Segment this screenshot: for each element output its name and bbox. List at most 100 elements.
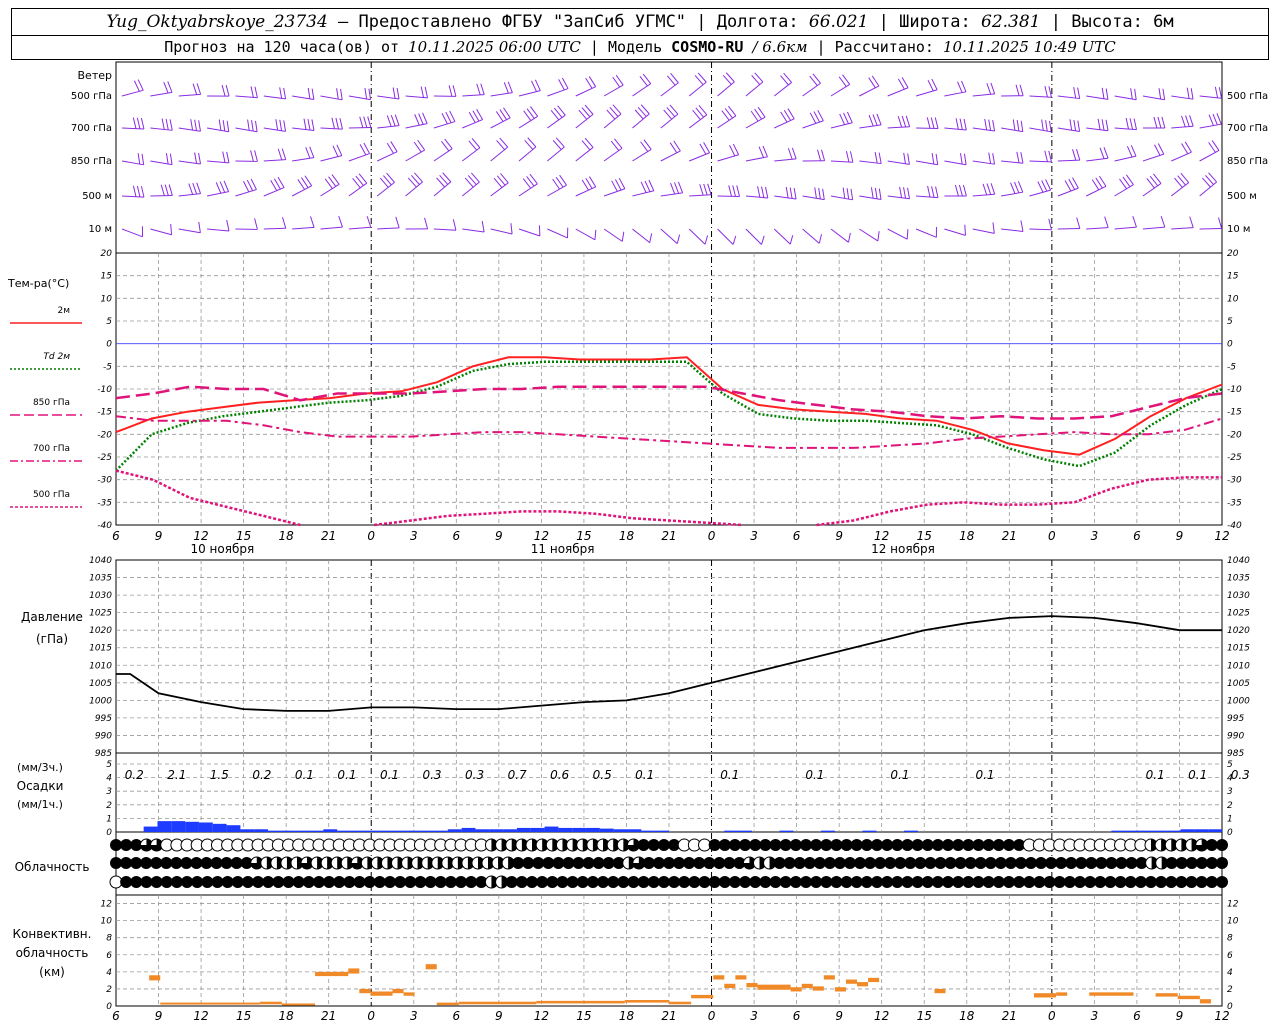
wind-barb-feather — [954, 184, 959, 197]
wind-barb-feather — [1205, 175, 1214, 185]
cloud-circle-full — [647, 839, 660, 851]
precip-bar — [406, 830, 421, 832]
wind-level-label-right: 500 гПа — [1227, 91, 1268, 102]
cloud-circle-full — [668, 839, 681, 851]
conv-cloud-bar — [436, 1002, 459, 1006]
wind-level-label-right: 850 гПа — [1227, 156, 1268, 167]
precip-3h-label: 0.1 — [295, 768, 314, 782]
wind-barb-shaft — [688, 228, 706, 245]
wind-barb-feather — [1105, 88, 1109, 100]
bottom-xtick-label: 18 — [279, 1009, 295, 1023]
wind-barb-feather — [281, 148, 287, 160]
precip-bar — [268, 830, 282, 832]
wind-barb-shaft — [944, 228, 966, 236]
wind-barb-feather — [962, 184, 967, 197]
wind-barb-shaft — [150, 228, 172, 236]
cloud-circle-full — [1216, 857, 1228, 869]
wind-barb-feather — [422, 112, 428, 124]
temp-xtick-label: 12 — [1214, 529, 1229, 543]
cloud-circle-full — [1144, 876, 1157, 888]
wind-barb-feather — [1162, 88, 1166, 100]
conv-cloud-bar — [746, 982, 758, 988]
bottom-xtick-label: 12 — [1214, 1009, 1229, 1023]
cloud-circle-full — [160, 876, 173, 888]
wind-barb-shaft — [1142, 153, 1164, 162]
cloud-circle-fill — [150, 839, 163, 852]
wind-barb-shaft — [603, 113, 622, 129]
wind-barb-feather — [165, 152, 169, 165]
cloud-circle-full — [1114, 876, 1127, 888]
cloud-circle-full — [1004, 857, 1017, 869]
model-resolution: / 6.6км — [752, 38, 808, 56]
wind-barb-feather — [581, 140, 591, 151]
precip-bar — [738, 830, 752, 832]
wind-barb-feather — [609, 107, 619, 117]
wind-barb-shaft — [1086, 127, 1109, 132]
wind-barb-feather — [1126, 146, 1133, 158]
wind-barb-feather — [140, 117, 145, 130]
wind-barb-feather — [194, 152, 198, 164]
wind-barb-feather — [793, 188, 797, 200]
wind-barb-feather — [196, 182, 202, 194]
cloud-circle-full — [343, 876, 356, 888]
wind-barb-feather — [307, 118, 311, 131]
cloud-circle-full — [240, 857, 253, 869]
cloud-circle-full — [1205, 876, 1218, 888]
pressure-ytick-right: 995 — [1227, 714, 1244, 724]
wind-barb-feather — [1098, 175, 1107, 187]
precip-bar — [613, 829, 628, 832]
wind-barb-feather — [164, 184, 169, 196]
wind-barb-feather — [218, 119, 222, 131]
cloud-circle-full — [211, 876, 224, 888]
cloud-circle-full — [627, 876, 640, 888]
wind-barb-shaft — [320, 127, 343, 130]
wind-barb-feather — [758, 146, 765, 158]
wind-barb-feather — [1044, 150, 1048, 162]
wind-barb-feather — [332, 145, 339, 157]
precip-3h-label: 0.1 — [975, 768, 994, 782]
wind-barb-shaft — [348, 226, 371, 230]
wind-barb-feather — [785, 186, 789, 199]
wind-panel-title: Ветер — [78, 69, 112, 82]
wind-barb-shaft — [1001, 228, 1024, 232]
cloud-circle-full — [718, 839, 731, 851]
wind-barb-feather — [676, 234, 681, 244]
wind-barb-feather — [339, 118, 343, 130]
wind-barb-feather — [414, 114, 420, 126]
pressure-ytick-left: 990 — [95, 731, 112, 741]
cloud-circle-full — [942, 839, 955, 851]
wind-barb-feather — [1186, 87, 1190, 99]
cloud-circle-full — [120, 857, 133, 869]
wind-barb-feather — [1160, 216, 1166, 228]
wind-barb-feather — [935, 153, 939, 165]
wind-barb-shaft — [1142, 226, 1165, 230]
wind-barb-feather — [526, 108, 535, 119]
wind-barb-feather — [817, 149, 822, 161]
wind-barb-feather — [877, 231, 880, 241]
cloud-circle-full — [1065, 857, 1078, 869]
wind-barb-feather — [283, 120, 287, 132]
cloud-circle-full — [934, 857, 947, 869]
precip-ytick-left: 0 — [106, 828, 112, 838]
cloud-circle-full — [1063, 876, 1076, 888]
wind-barb-feather — [1157, 116, 1162, 129]
wind-barb-feather — [328, 176, 337, 187]
wind-barb-feather — [444, 138, 453, 150]
longitude-label: Долгота: — [716, 12, 799, 32]
wind-barb-feather — [791, 147, 797, 159]
bottom-xtick-label: 6 — [793, 1009, 801, 1023]
temp-ytick-right: 15 — [1227, 272, 1239, 282]
wind-barb-shaft — [377, 227, 400, 230]
wind-barb-feather — [523, 110, 532, 121]
wind-barb-feather — [594, 229, 597, 240]
wind-barb-feather — [927, 185, 931, 198]
wind-barb-shaft — [377, 95, 400, 100]
precip-3h-label: 0.1 — [1188, 768, 1207, 782]
cloud-circle-full — [657, 876, 670, 888]
wind-barb-feather — [724, 108, 733, 119]
wind-barb-shaft — [916, 195, 939, 199]
cloud-circle-full — [708, 839, 721, 851]
wind-level-label-left: 10 м — [89, 224, 112, 235]
cloud-circle-full — [323, 876, 336, 888]
wind-barb-feather — [363, 142, 371, 154]
